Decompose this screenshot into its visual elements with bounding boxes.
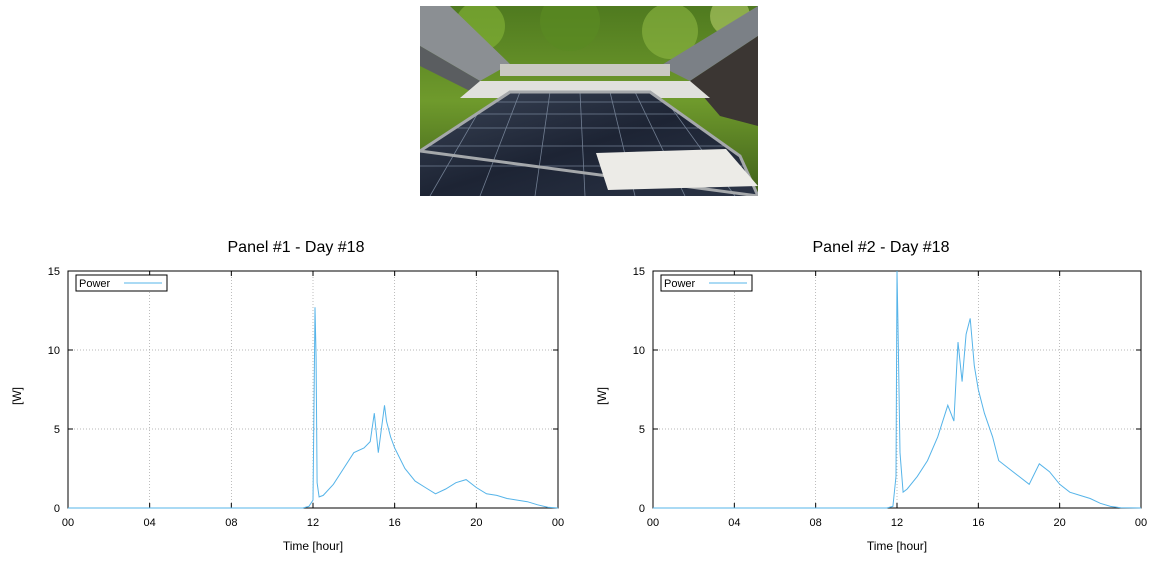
x-tick-label: 00	[1135, 517, 1147, 529]
y-tick-label: 10	[48, 345, 60, 357]
plot-frame	[67, 270, 559, 509]
y-tick-label: 5	[639, 424, 645, 436]
legend-label: Power	[664, 278, 696, 290]
x-tick-label: 16	[389, 517, 401, 529]
legend: Power	[660, 274, 753, 292]
solar-panel-photo	[415, 0, 761, 198]
y-tick-label: 15	[633, 266, 645, 278]
x-tick-label: 00	[552, 517, 564, 529]
x-tick-label: 16	[972, 517, 984, 529]
y-tick-label: 15	[48, 266, 60, 278]
y-axis-label: [W]	[10, 387, 24, 405]
y-tick-label: 5	[54, 424, 60, 436]
grid	[67, 270, 559, 509]
power-series-line	[68, 307, 559, 509]
y-tick-label: 0	[54, 503, 60, 515]
x-tick-label: 20	[470, 517, 482, 529]
x-tick-label: 04	[144, 517, 156, 529]
power-series-line	[653, 270, 1142, 509]
y-tick-labels: 0 5 10 15	[633, 266, 645, 515]
x-tick-label: 08	[225, 517, 237, 529]
x-tick-label: 04	[728, 517, 740, 529]
x-tick-labels: 00 04 08 12 16 20 00	[62, 517, 564, 529]
legend-label: Power	[79, 278, 111, 290]
legend: Power	[75, 274, 168, 292]
panel-2-chart: Panel #2 - Day #18 0 5 10 15 00 04 08 12 16 20 00…	[585, 228, 1150, 556]
x-tick-label: 08	[810, 517, 822, 529]
x-tick-labels: 00 04 08 12 16 20 00	[647, 517, 1147, 529]
y-tick-labels: 0 5 10 15	[48, 266, 60, 515]
x-tick-label: 12	[891, 517, 903, 529]
legend-box	[75, 274, 168, 292]
x-axis-label: Time [hour]	[867, 539, 927, 553]
x-tick-label: 00	[647, 517, 659, 529]
x-axis-label: Time [hour]	[283, 539, 343, 553]
y-tick-label: 10	[633, 345, 645, 357]
x-tick-label: 00	[62, 517, 74, 529]
y-tick-label: 0	[639, 503, 645, 515]
solar-panel-image	[415, 0, 761, 198]
x-tick-label: 12	[307, 517, 319, 529]
chart-title: Panel #2 - Day #18	[813, 239, 950, 256]
panel-1-chart: Panel #1 - Day #18 0 5 10 15 00 04 08 12 16 20 00…	[0, 228, 575, 556]
chart-title: Panel #1 - Day #18	[228, 239, 365, 256]
legend-box	[660, 274, 753, 292]
x-tick-label: 20	[1054, 517, 1066, 529]
y-axis-label: [W]	[595, 387, 609, 405]
